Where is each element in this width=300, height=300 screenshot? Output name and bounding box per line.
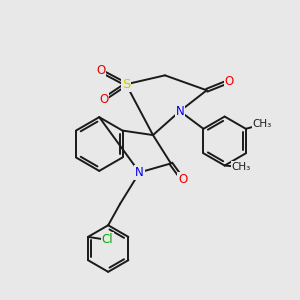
Text: N: N xyxy=(176,105,184,118)
Text: CH₃: CH₃ xyxy=(253,119,272,129)
Text: O: O xyxy=(224,75,234,88)
Text: O: O xyxy=(96,64,105,77)
Text: Cl: Cl xyxy=(102,233,113,246)
Text: S: S xyxy=(122,78,130,91)
Text: CH₃: CH₃ xyxy=(232,162,251,172)
Text: N: N xyxy=(135,166,144,179)
Text: O: O xyxy=(178,173,188,186)
Text: O: O xyxy=(99,93,108,106)
